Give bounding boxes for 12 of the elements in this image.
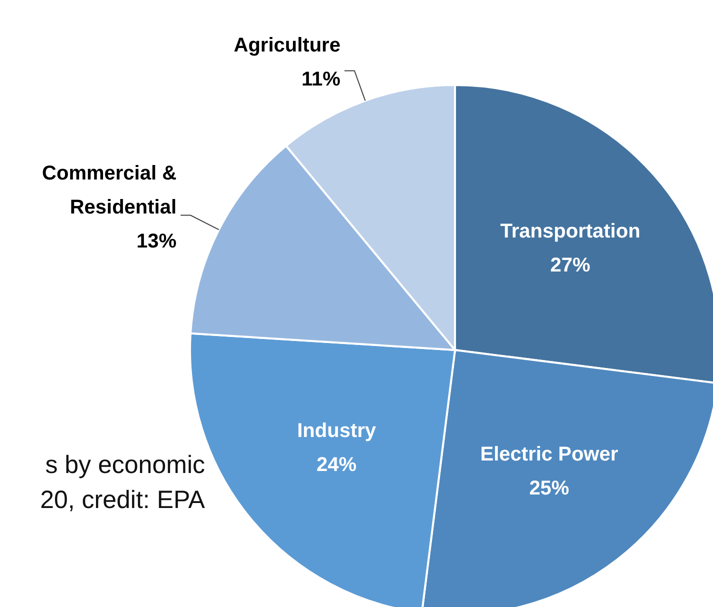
- data-label: 11%: [302, 68, 341, 91]
- slice-label: Transportation: [500, 220, 640, 242]
- slice-label: Industry: [297, 420, 377, 442]
- slice-label: Electric Power: [480, 443, 618, 466]
- text: 20, credit: EPA: [39, 485, 205, 516]
- slice-label: Commercial & Residential: [42, 162, 177, 218]
- slice-label: Agriculture: [234, 34, 340, 57]
- data-label: 27%: [550, 254, 591, 276]
- data-label: 25%: [529, 477, 570, 500]
- data-label: 24%: [316, 454, 357, 476]
- text: s by economic: [44, 450, 205, 481]
- data-label: 13%: [136, 230, 177, 252]
